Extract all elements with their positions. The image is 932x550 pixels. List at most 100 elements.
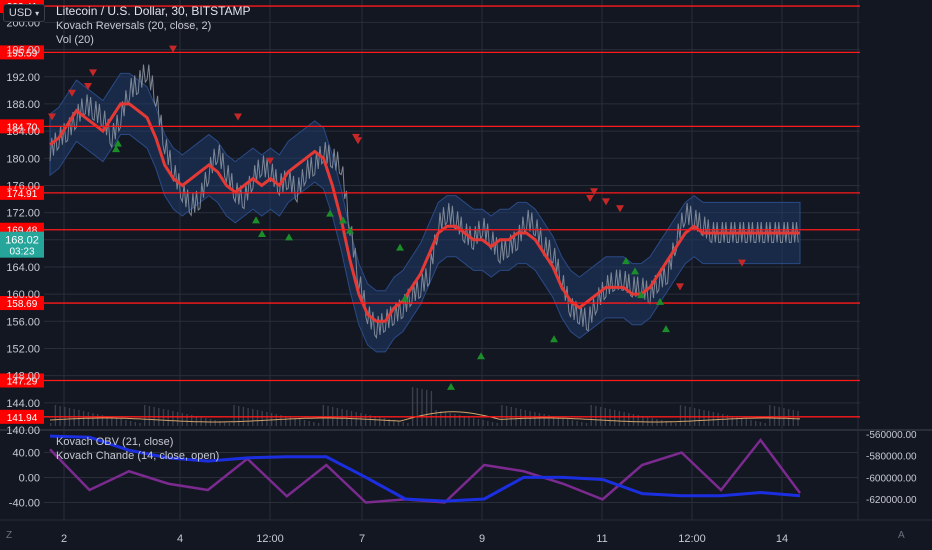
volume-bar [712,412,715,426]
volume-bar [50,423,52,426]
down-marker [266,157,274,165]
volume-bar [195,416,198,426]
volume-bar [614,410,616,426]
up-marker [656,297,664,305]
down-marker [586,195,594,203]
up-marker [622,257,630,265]
chande-tick-label: -40.00 [9,498,40,510]
level-label: 158.69 [7,299,38,310]
volume-bar [571,420,574,426]
volume-bar [538,413,541,426]
up-marker [339,216,347,224]
volume-bar [397,421,400,426]
indicator-legend-reversals[interactable]: Kovach Reversals (20, close, 2) [56,20,212,32]
volume-bar [78,410,80,426]
moving-average-line [49,102,800,323]
volume-bar [426,390,428,426]
time-tick-label: 12:00 [678,533,706,545]
down-marker [89,69,97,77]
price-tick-label: 156.00 [6,316,40,328]
auto-scale-corner[interactable]: A [898,530,905,541]
volume-bar [360,413,362,426]
up-marker [447,382,455,390]
level-label-box [0,296,44,311]
up-marker [258,230,266,238]
volume-bar [313,422,315,426]
volume-bar [129,421,132,426]
volume-bar [219,421,221,426]
horizontal-levels: 202.41195.59184.70174.91169.48158.69147.… [0,0,860,424]
indicator-legend-obv[interactable]: Kovach OBV (21, close) [56,436,174,448]
level-label-box [0,185,44,200]
price-tick-label: 180.00 [6,153,40,165]
volume-bar [477,419,480,426]
volume-bar [261,411,263,426]
time-tick-label: 14 [776,533,788,545]
price-tick-label: 160.00 [6,289,40,301]
indicator-legend-volume[interactable]: Vol (20) [56,34,94,46]
volume-bar [379,417,381,426]
volume-bar [463,416,465,426]
volume-bar [54,405,57,426]
obv-line [49,434,801,503]
price-tick-label: 188.00 [6,99,40,111]
timezone-corner[interactable]: Z [6,530,13,541]
down-marker [169,45,177,53]
currency-button[interactable]: USD ▾ [3,4,45,22]
volume-bar [430,391,433,426]
volume-bar [172,411,174,426]
volume-bar [548,415,550,426]
up-marker [631,267,639,275]
down-marker [84,82,92,90]
volume-bar [773,406,776,426]
obv-tick-label: -600000.00 [866,473,917,484]
volume-bar [576,421,578,426]
volume-bar [327,406,329,426]
level-label: 169.48 [7,226,38,237]
countdown-value: 03:23 [9,247,34,258]
volume-bar [144,405,146,426]
volume-bar [708,411,710,426]
up-marker [112,145,120,153]
volume-bar [642,416,644,426]
volume-bar [101,415,104,426]
volume-bar [369,415,371,426]
volume-bar [115,418,118,426]
volume-bar [609,409,611,426]
volume-bar [745,419,747,426]
symbol-title[interactable]: Litecoin / U.S. Dollar, 30, BITSTAMP [56,4,251,18]
down-marker [738,259,746,267]
volume-bar [585,423,588,426]
volume-bar [186,414,188,426]
volume-bar [552,416,555,426]
level-label: 147.29 [7,376,38,387]
volume-bar [618,411,621,426]
volume-bar [388,419,390,426]
price-tick-label: 172.00 [6,208,40,220]
volume-bar [567,419,569,426]
up-marker [401,294,409,302]
volume-bar [364,414,367,426]
volume-bar [167,410,169,426]
volume-bar [139,423,141,426]
lower-pane: 40.00 0.00 -40.00 -560000.00 -580000.00 -6000… [9,430,917,510]
obv-tick-label: -560000.00 [866,430,917,441]
current-price-value: 168.02 [5,235,39,247]
volume-bar [416,388,418,426]
indicator-legend-chande[interactable]: Kovach Chande (14, close, open) [56,450,220,462]
price-axis: 200.00196.00192.00188.00184.00180.00176.… [0,17,44,437]
volume-bar [440,411,442,426]
volume-bar [581,422,583,426]
volume-bar [595,406,597,426]
volume-bar [393,420,395,426]
volume-bar [303,420,306,426]
volume-bar [317,423,320,426]
price-tick-label: 196.00 [6,45,40,57]
volume-bar [106,416,108,426]
obv-tick-label: -580000.00 [866,452,917,463]
volume-bar [92,413,94,426]
price-tick-label: 176.00 [6,180,40,192]
volume-bar [675,423,677,426]
volume-bar [252,409,254,426]
